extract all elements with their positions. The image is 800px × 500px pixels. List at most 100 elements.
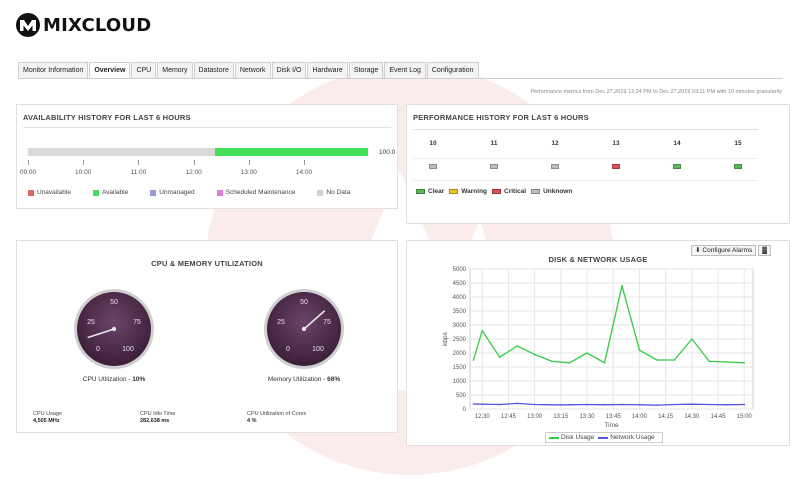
y-tick-label: 2000 [453, 351, 467, 357]
hour-status-critical[interactable] [612, 164, 620, 169]
data-point[interactable] [621, 403, 623, 406]
disk-network-legend[interactable]: Disk Usage Network Usage [545, 432, 663, 443]
legend-item: Clear [416, 188, 444, 195]
data-point[interactable] [533, 403, 536, 406]
data-point[interactable] [551, 360, 553, 363]
hour-label: 15 [734, 140, 742, 147]
gauge-tick-label: 75 [323, 319, 331, 326]
tab-divider [18, 78, 783, 79]
gauge-value: 10% [132, 376, 146, 383]
disk-network-chart[interactable]: 0 500 1000 1500 2000 2500 3000 3500 4000 4500 5000… [407, 261, 791, 433]
performance-panel: PERFORMANCE HISTORY FOR LAST 6 HOURS 10 1… [406, 104, 790, 224]
gauge-needle [87, 328, 115, 339]
tab-bar: Monitor Information Overview CPU Memory Data… [18, 62, 479, 79]
availability-bar[interactable] [28, 148, 368, 156]
data-point[interactable] [516, 345, 518, 347]
tab-monitor-information[interactable]: Monitor Information [18, 62, 89, 79]
data-point[interactable] [656, 404, 658, 406]
hour-column: 15 [728, 140, 748, 169]
gauge-caption-text: Memory Utilization - [267, 376, 328, 383]
data-point[interactable] [656, 359, 658, 361]
data-point[interactable] [603, 404, 606, 406]
data-point[interactable] [743, 362, 746, 364]
data-point[interactable] [586, 403, 588, 406]
hour-status-unknown[interactable] [490, 164, 498, 169]
data-point[interactable] [638, 404, 641, 406]
cpu-memory-panel: CPU & MEMORY UTILIZATION 0 25 50 75 100 CPU U… [16, 240, 398, 433]
hour-status-clear[interactable] [673, 164, 681, 169]
configure-alarms-label: Configure Alarms [702, 247, 753, 254]
data-point[interactable] [673, 359, 676, 361]
axis-tick-label: 13:00 [240, 169, 257, 176]
x-tick-label: 13:30 [580, 414, 596, 420]
data-point[interactable] [568, 404, 571, 406]
data-point[interactable] [621, 285, 623, 287]
data-point[interactable] [726, 361, 728, 363]
hour-column: 13 [606, 140, 626, 169]
tab-network[interactable]: Network [234, 62, 271, 79]
data-point[interactable] [533, 353, 536, 356]
tab-event-log[interactable]: Event Log [384, 62, 426, 79]
data-point[interactable] [498, 403, 501, 406]
legend-label: Disk Usage [561, 434, 595, 441]
gauge-tick-label: 50 [300, 299, 308, 306]
gauge-tick-label: 50 [110, 299, 118, 306]
tab-disk-i-o[interactable]: Disk I/O [271, 62, 307, 79]
brand-logo[interactable]: MIXCLOUD [16, 12, 151, 38]
tab-configuration[interactable]: Configuration [426, 62, 479, 79]
tab-hardware[interactable]: Hardware [307, 62, 348, 79]
y-tick-label: 0 [463, 407, 467, 413]
availability-available-segment[interactable] [215, 148, 368, 156]
bar-chart-icon: ▓ [762, 247, 767, 254]
hour-label: 10 [429, 140, 437, 147]
legend-swatch [150, 189, 157, 196]
availability-panel: AVAILABILITY HISTORY FOR LAST 6 HOURS 10… [16, 104, 398, 209]
data-point[interactable] [498, 356, 501, 358]
tab-storage[interactable]: Storage [348, 62, 384, 79]
legend-item[interactable]: Network Usage [598, 434, 655, 441]
data-point[interactable] [481, 403, 483, 405]
hour-status-unknown[interactable] [429, 164, 437, 169]
data-point[interactable] [516, 402, 518, 405]
data-point[interactable] [638, 349, 641, 351]
tab-memory[interactable]: Memory [157, 62, 193, 79]
data-point[interactable] [586, 352, 588, 354]
cpu-stat-label: CPU Usage [33, 411, 63, 417]
data-point[interactable] [691, 403, 693, 405]
data-point[interactable] [481, 329, 483, 332]
tab-overview[interactable]: Overview [89, 62, 131, 79]
y-tick-label: 1000 [453, 379, 467, 385]
data-point[interactable] [673, 403, 676, 406]
data-point[interactable] [708, 360, 711, 363]
data-point[interactable] [726, 404, 728, 406]
legend-swatch [492, 189, 502, 194]
legend-line [549, 436, 559, 439]
legend-label: Critical [504, 188, 527, 195]
axis-tick-mark [83, 160, 85, 165]
hour-label: 14 [673, 140, 681, 147]
chart-view-button[interactable]: ▓ [758, 245, 771, 256]
data-point[interactable] [708, 403, 711, 406]
cpu-stat: CPU Usage 4,505 MHz [33, 411, 62, 424]
x-tick-label: 12:30 [475, 414, 491, 420]
gauge-tick-label: 25 [87, 319, 95, 326]
hour-status-clear[interactable] [734, 164, 742, 169]
brand-name: MIXCLOUD [43, 14, 152, 36]
hour-status-unknown[interactable] [551, 164, 559, 169]
tab-cpu[interactable]: CPU [131, 62, 157, 79]
legend-swatch [416, 189, 425, 194]
data-point[interactable] [472, 403, 475, 405]
tab-datastore[interactable]: Datastore [193, 62, 234, 79]
hour-column: 10 [423, 140, 443, 169]
legend-item[interactable]: Disk Usage [549, 434, 594, 441]
axis-tick-label: 10:00 [75, 169, 92, 176]
data-point[interactable] [691, 338, 693, 340]
hour-column: 12 [545, 140, 565, 169]
legend-item: Unknown [531, 188, 572, 195]
data-point[interactable] [568, 362, 571, 364]
data-point[interactable] [743, 403, 746, 406]
data-point[interactable] [551, 404, 553, 406]
data-point[interactable] [472, 359, 475, 361]
configure-alarms-button[interactable]: ⬇ Configure Alarms [691, 245, 757, 256]
data-point[interactable] [603, 362, 606, 364]
